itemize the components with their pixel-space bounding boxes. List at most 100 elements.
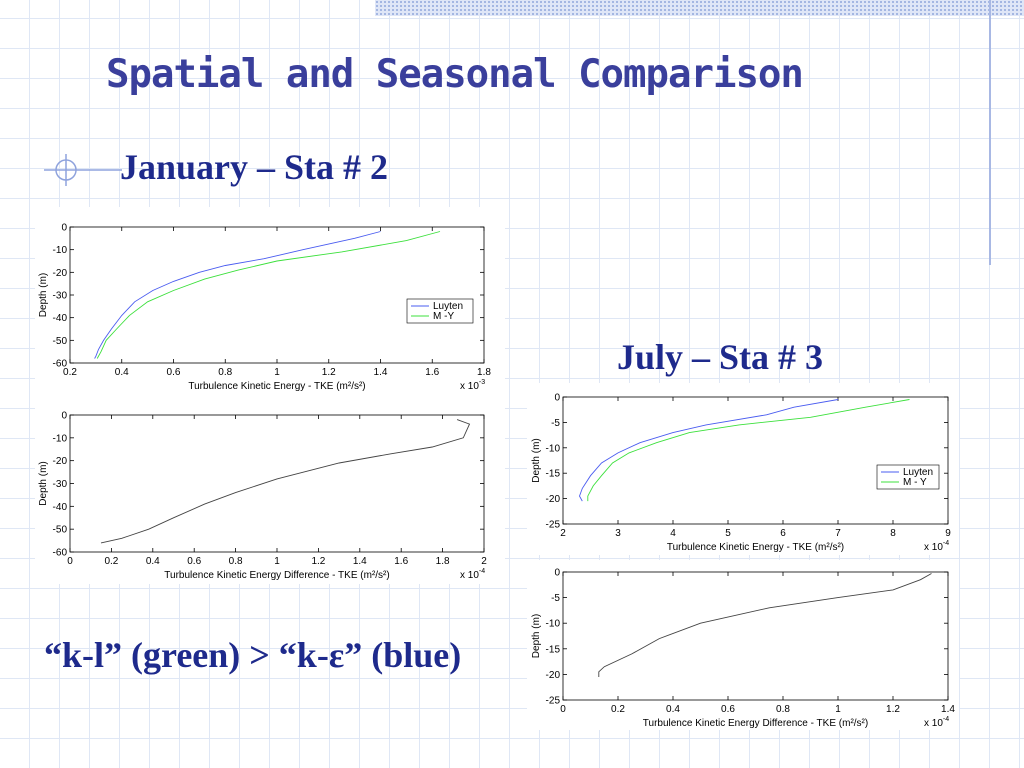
y-tick-label: 0 [61, 411, 67, 422]
july-station-label: July – Sta # 3 [617, 337, 824, 377]
x-scale-exponent: -4 [943, 540, 949, 547]
x-tick-label: 1.8 [436, 556, 450, 567]
x-tick-label: 2 [481, 556, 487, 567]
x-tick-label: 7 [835, 528, 841, 539]
plot-frame [69, 414, 485, 553]
y-tick-label: -15 [546, 469, 561, 480]
x-tick-label: 1 [274, 556, 280, 567]
x-tick-label: 0.2 [611, 704, 625, 715]
x-tick-label: 6 [780, 528, 786, 539]
y-tick-label: -5 [551, 418, 560, 429]
x-tick-label: 9 [945, 528, 951, 539]
legend-label: M - Y [903, 477, 927, 488]
x-tick-label: 1 [274, 367, 280, 378]
x-scale-factor: x 10-4 [924, 716, 949, 729]
x-axis-label: Turbulence Kinetic Energy Difference - T… [643, 718, 868, 729]
jan-diff-chart: 0 0.2 0.4 0.6 0.8 1 1.2 1.4 1.6 1.8 2 0 -10 -20 -30 -40… [38, 411, 487, 582]
jul-diff-plot: 0 0.2 0.4 0.6 0.8 1 1.2 1.4 0 -5 -10 -15 -20 -25 Turbu… [527, 560, 959, 730]
y-axis-label: Depth (m) [38, 273, 49, 317]
y-tick-label: -10 [546, 619, 561, 630]
x-scale-exponent: -4 [943, 716, 949, 723]
x-tick-label: 0.4 [115, 367, 129, 378]
plot-frame [562, 396, 949, 525]
x-tick-label: 1.4 [941, 704, 955, 715]
x-tick-label: 2 [560, 528, 566, 539]
y-tick-label: -20 [546, 670, 561, 681]
legend-label: M -Y [433, 311, 454, 322]
jul-tke-plot: 2 3 4 5 6 7 8 9 0 -5 -10 -15 -20 -25 Turbulence Kineti… [527, 383, 959, 555]
y-tick-label: -30 [53, 479, 68, 490]
x-tick-label: 0.2 [104, 556, 118, 567]
x-scale-exponent: -3 [479, 379, 485, 386]
x-scale-exponent: -4 [479, 568, 485, 575]
series-line-luyten [579, 399, 839, 502]
y-axis-label: Depth (m) [38, 461, 49, 505]
legend-box [406, 298, 474, 324]
y-tick-label: -15 [546, 644, 561, 655]
plot-frame [69, 226, 485, 364]
series-line-0 [100, 419, 471, 544]
jul-tke-chart: 2 3 4 5 6 7 8 9 0 -5 -10 -15 -20 -25 Turbulence Kineti… [531, 393, 951, 554]
x-tick-label: 0.6 [187, 556, 201, 567]
legend-label: Luyten [433, 301, 463, 312]
x-tick-label: 0.4 [146, 556, 160, 567]
y-tick-label: -10 [53, 245, 68, 256]
series-line-luyten [94, 231, 381, 359]
x-tick-label: 0 [67, 556, 73, 567]
y-tick-label: -60 [53, 359, 68, 370]
y-tick-label: 0 [554, 393, 560, 404]
x-scale-factor-base: x 10 [460, 570, 479, 581]
jan-diff-plot: 0 0.2 0.4 0.6 0.8 1 1.2 1.4 1.6 1.8 2 0 -10 -20 -30 -40… [35, 397, 505, 584]
x-tick-label: 1.6 [425, 367, 439, 378]
x-tick-label: 1.6 [394, 556, 408, 567]
y-tick-label: 0 [554, 568, 560, 579]
series-line-m-y [587, 399, 910, 502]
y-tick-label: -10 [53, 433, 68, 444]
x-tick-label: 0.6 [167, 367, 181, 378]
x-axis-label: Turbulence Kinetic Energy Difference - T… [164, 570, 389, 581]
x-scale-factor: x 10-4 [460, 568, 485, 581]
y-tick-label: -40 [53, 313, 68, 324]
series-line-m-y [96, 231, 441, 359]
y-tick-label: -50 [53, 336, 68, 347]
x-tick-label: 0.6 [721, 704, 735, 715]
x-scale-factor-base: x 10 [924, 718, 943, 729]
x-scale-factor: x 10-3 [460, 379, 485, 392]
slide-title: Spatial and Seasonal Comparison [106, 52, 804, 97]
y-tick-label: -40 [53, 502, 68, 513]
x-tick-label: 1.4 [353, 556, 367, 567]
y-tick-label: -20 [53, 268, 68, 279]
jan-tke-chart: 0.2 0.4 0.6 0.8 1 1.2 1.4 1.6 1.8 0 -10 -20 -30 -40 -5… [38, 223, 491, 393]
model-comparison-note: “k-l” (green) > “k-ε” (blue) [44, 635, 462, 675]
x-tick-label: 0.8 [776, 704, 790, 715]
x-tick-label: 0.8 [218, 367, 232, 378]
legend-box [876, 464, 940, 490]
y-tick-label: -60 [53, 548, 68, 559]
x-tick-label: 0.2 [63, 367, 77, 378]
x-tick-label: 1.2 [886, 704, 900, 715]
right-decorative-line [989, 0, 991, 265]
x-tick-label: 1.8 [477, 367, 491, 378]
series-line-0 [598, 573, 932, 677]
january-station-label: January – Sta # 2 [120, 147, 389, 187]
jan-tke-plot: 0.2 0.4 0.6 0.8 1 1.2 1.4 1.6 1.8 0 -10 -20 -30 -40 -5… [35, 207, 505, 397]
y-tick-label: -20 [53, 456, 68, 467]
x-tick-label: 0.4 [666, 704, 680, 715]
x-tick-label: 1.4 [374, 367, 388, 378]
plot-frame [562, 571, 949, 701]
y-tick-label: -30 [53, 291, 68, 302]
x-scale-factor-base: x 10 [924, 542, 943, 553]
y-tick-label: -25 [546, 696, 561, 707]
x-tick-label: 1 [835, 704, 841, 715]
y-tick-label: -10 [546, 443, 561, 454]
y-tick-label: -5 [551, 593, 560, 604]
y-axis-label: Depth (m) [531, 614, 542, 658]
x-axis-label: Turbulence Kinetic Energy - TKE (m²/s²) [188, 381, 365, 392]
x-tick-label: 1.2 [322, 367, 336, 378]
y-axis-label: Depth (m) [531, 438, 542, 482]
top-decorative-band [375, 0, 1024, 16]
y-tick-label: -20 [546, 494, 561, 505]
x-scale-factor-base: x 10 [460, 381, 479, 392]
